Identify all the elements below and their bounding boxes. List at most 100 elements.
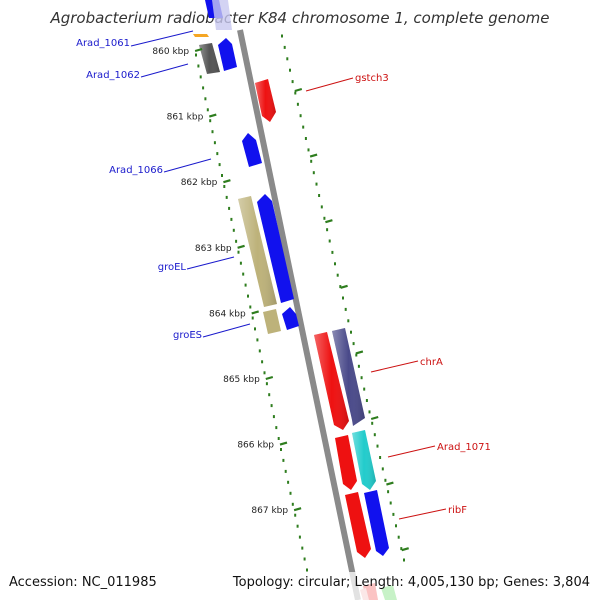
track-dot — [218, 163, 221, 167]
track-dot — [280, 448, 282, 451]
track-dot — [334, 262, 336, 266]
label-leader-line — [387, 445, 436, 458]
inner-dotted-track — [195, 53, 308, 572]
track-dot — [352, 342, 355, 346]
track-dot — [323, 216, 326, 220]
gene-orange-top[interactable] — [193, 34, 209, 37]
track-dot — [202, 86, 205, 90]
gene-groes[interactable] — [263, 309, 281, 334]
track-dot — [326, 228, 329, 232]
label-leader-line — [398, 508, 447, 520]
track-dot — [230, 217, 233, 221]
track-dot — [395, 524, 397, 528]
gene-label-right[interactable]: chrA — [420, 357, 443, 368]
track-dot — [283, 45, 286, 49]
gene-ribf[interactable] — [364, 490, 389, 556]
label-leader-line — [130, 30, 194, 47]
track-dot — [318, 194, 321, 197]
tick-mark-outer — [309, 153, 318, 158]
gene-blue-near-groes[interactable] — [282, 307, 299, 330]
tick-mark-outer — [401, 547, 410, 552]
track-dot — [265, 382, 268, 386]
tick-mark-inner — [251, 310, 260, 315]
track-dot — [331, 250, 334, 254]
track-dot — [303, 557, 306, 561]
gene-arad-1066[interactable] — [242, 133, 262, 167]
genome-summary-text: Topology: circular; Length: 4,005,130 bp… — [232, 575, 590, 590]
tick-mark-inner — [293, 507, 302, 512]
track-dot — [287, 480, 290, 484]
tick-label: 865 kbp — [223, 375, 260, 385]
track-dot — [373, 433, 376, 437]
track-dot — [284, 469, 287, 473]
gene-blue-near-1062[interactable] — [218, 38, 237, 71]
gene-label-left[interactable]: groES — [173, 330, 202, 341]
gene-arad-1062-shade — [199, 43, 220, 74]
label-leader-line — [163, 158, 212, 173]
track-dot — [291, 80, 294, 84]
tick-label: 867 kbp — [251, 506, 288, 516]
footer-backdrop — [0, 572, 600, 600]
gene-red-lower[interactable] — [345, 492, 371, 558]
track-dot — [387, 490, 390, 494]
label-leader-line — [370, 360, 419, 373]
gene-label-left[interactable]: Arad_1062 — [86, 70, 140, 81]
map-title: Agrobacterium radiobacter K84 chromosome… — [49, 9, 549, 27]
track-dot — [315, 182, 318, 186]
tick-mark-outer — [370, 415, 379, 421]
track-dot — [397, 535, 400, 539]
gene-chra-shade — [314, 332, 349, 430]
gene-label-right[interactable]: ribF — [448, 505, 467, 516]
track-dot — [270, 404, 273, 408]
gene-label-right[interactable]: Arad_1071 — [437, 442, 491, 453]
track-dot — [320, 205, 323, 209]
tick-mark-inner — [194, 47, 203, 53]
gene-lavender-top[interactable] — [212, 0, 232, 30]
tick-label: 866 kbp — [237, 441, 274, 451]
track-dot — [197, 64, 200, 68]
track-dot — [296, 524, 299, 528]
track-dot — [298, 535, 301, 539]
chromosome-backbone — [237, 29, 361, 600]
track-dot — [296, 102, 299, 106]
label-leader-line — [305, 77, 354, 92]
tick-mark-outer — [325, 219, 333, 224]
track-dot — [251, 316, 254, 320]
gene-label-right[interactable]: gstch3 — [355, 73, 389, 84]
gene-purple-shade — [332, 328, 365, 426]
label-leader-line — [202, 323, 251, 338]
track-dot — [299, 114, 302, 118]
track-dot — [355, 353, 358, 357]
track-dot — [281, 34, 283, 38]
track-dot — [247, 294, 249, 298]
track-dot — [344, 307, 347, 311]
gene-label-left[interactable]: Arad_1066 — [109, 165, 163, 176]
track-dot — [221, 174, 223, 177]
track-dot — [365, 399, 368, 402]
track-dot — [302, 125, 305, 129]
track-dot — [277, 437, 280, 440]
track-dot — [223, 185, 226, 188]
tick-mark-outer — [355, 350, 364, 355]
track-dot — [294, 91, 297, 95]
tick-label: 863 kbp — [195, 244, 232, 254]
track-dot — [261, 360, 264, 364]
gene-blue-near-groel[interactable] — [257, 194, 294, 303]
track-dot — [347, 319, 350, 323]
track-dot — [225, 195, 228, 199]
tick-label: 860 kbp — [152, 47, 189, 57]
gene-labels: Arad_1061 Arad_1062 Arad_1066 groEL groES gst… — [76, 30, 491, 520]
track-dot — [249, 305, 252, 309]
accession-text: Accession: NC_011985 — [9, 575, 157, 590]
track-dot — [392, 512, 395, 516]
track-dot — [256, 338, 259, 342]
gene-label-left[interactable]: groEL — [158, 262, 187, 273]
track-dot — [350, 330, 352, 334]
track-dot — [258, 349, 261, 353]
track-dot — [228, 206, 231, 210]
track-dot — [244, 283, 247, 287]
track-dot — [301, 546, 304, 550]
gene-red-middle[interactable] — [335, 435, 357, 490]
gene-label-left[interactable]: Arad_1061 — [76, 38, 130, 49]
